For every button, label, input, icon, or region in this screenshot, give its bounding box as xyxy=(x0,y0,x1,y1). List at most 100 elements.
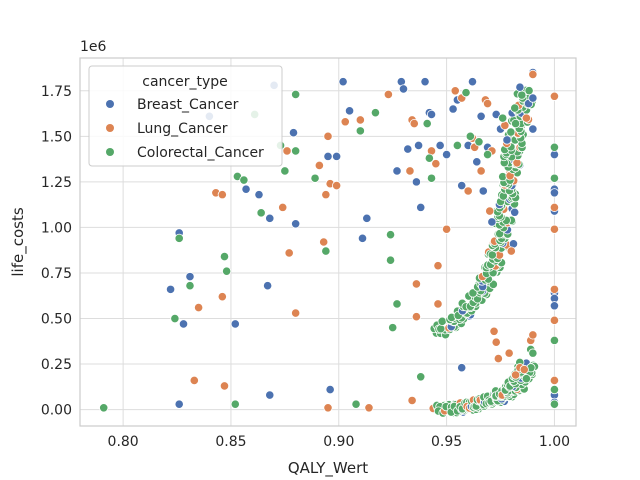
scatter-point xyxy=(174,233,184,243)
scatter-point xyxy=(217,190,227,200)
scatter-point xyxy=(426,173,437,183)
scatter-point xyxy=(442,149,452,160)
scatter-point xyxy=(332,180,342,191)
scatter-point xyxy=(478,186,488,196)
scatter-point xyxy=(549,384,560,395)
scatter-point xyxy=(383,89,393,100)
scatter-point xyxy=(519,364,529,375)
scatter-point xyxy=(344,106,355,116)
scatter-point xyxy=(511,118,521,129)
x-tick-label: 0.95 xyxy=(431,434,462,450)
plot-frame xyxy=(79,57,577,427)
cluster-point xyxy=(510,103,520,113)
scatter-point xyxy=(411,177,422,187)
scatter-point xyxy=(504,348,514,358)
scatter-point xyxy=(362,213,372,223)
scatter-point xyxy=(549,173,560,183)
x-tick-label: 0.85 xyxy=(215,434,246,450)
scatter-point xyxy=(502,135,512,145)
scatter-point xyxy=(549,188,560,198)
legend-marker-lung-cancer xyxy=(106,124,114,132)
scatter-point xyxy=(450,86,460,96)
cluster-point xyxy=(510,207,520,217)
y-tick-label: 0.00 xyxy=(41,403,72,419)
x-tick-label: 0.80 xyxy=(108,434,139,450)
scatter-point xyxy=(528,124,538,134)
scatter-point xyxy=(493,353,503,364)
scatter-point xyxy=(241,184,251,194)
scatter-point xyxy=(99,403,109,413)
x-tick-label: 0.90 xyxy=(323,434,354,450)
scatter-point xyxy=(265,390,275,400)
scatter-point xyxy=(515,82,525,92)
scatter-point xyxy=(472,157,482,167)
y-tick-label: 0.75 xyxy=(41,266,72,282)
scatter-point xyxy=(194,302,204,313)
scatter-point xyxy=(521,374,532,384)
y-tick-label: 1.00 xyxy=(41,220,72,236)
scatter-point xyxy=(405,166,415,176)
scatter-point xyxy=(422,118,432,129)
scatter-point xyxy=(217,292,227,302)
y-tick-label: 1.50 xyxy=(41,129,72,145)
scatter-point xyxy=(549,142,560,152)
scatter-point xyxy=(549,399,560,409)
scatter-point xyxy=(392,299,402,309)
scatter-point xyxy=(457,363,467,373)
scatter-point xyxy=(431,159,441,169)
scatter-point xyxy=(323,131,333,141)
scatter-point xyxy=(528,93,538,103)
scatter-point xyxy=(474,137,484,147)
scatter-point xyxy=(511,370,521,380)
scatter-point xyxy=(467,77,478,87)
scatter-point xyxy=(314,160,324,171)
scatter-point xyxy=(355,115,365,125)
scatter-point xyxy=(185,281,195,291)
y-tick-labels: 0.00 0.25 0.50 0.75 1.00 1.25 1.50 1.75 xyxy=(41,84,72,419)
scatter-point xyxy=(280,166,290,176)
scatter-point xyxy=(489,326,499,336)
scatter-point xyxy=(528,330,538,340)
scatter-point xyxy=(463,186,473,196)
scatter-point xyxy=(370,108,381,118)
scatter-point xyxy=(407,395,417,406)
scatter-point xyxy=(265,213,275,223)
scatter-point xyxy=(388,323,398,333)
scatter-point xyxy=(355,126,365,136)
scatter-point xyxy=(325,384,335,395)
scatter-point xyxy=(465,131,475,141)
scatter-point xyxy=(263,281,273,291)
scatter-point xyxy=(424,153,434,163)
scatter-point xyxy=(433,261,443,271)
scatter-point xyxy=(291,146,301,156)
scatter-point xyxy=(332,151,342,161)
x-axis-label: QALY_Wert xyxy=(288,459,368,478)
scatter-point xyxy=(178,319,189,329)
y-tick-label: 0.25 xyxy=(41,357,72,373)
scatter-point xyxy=(219,251,230,262)
scatter-point xyxy=(426,109,437,120)
scatter-point xyxy=(403,144,413,154)
y-offset-label: 1e6 xyxy=(80,39,107,55)
scatter-point xyxy=(413,140,424,151)
scatter-point xyxy=(521,113,532,123)
scatter-point xyxy=(321,190,331,200)
scatter-point xyxy=(549,91,560,101)
scatter-point xyxy=(222,266,232,276)
scatter-point xyxy=(323,151,333,161)
scatter-point xyxy=(482,149,493,160)
y-tick-label: 1.25 xyxy=(41,175,72,191)
scatter-point xyxy=(230,399,240,409)
scatter-point xyxy=(457,180,467,191)
scatter-point xyxy=(288,128,299,138)
scatter-point xyxy=(485,206,495,216)
y-tick-label: 1.75 xyxy=(41,84,72,100)
cluster-point xyxy=(517,90,527,100)
scatter-point xyxy=(549,301,560,311)
scatter-point xyxy=(528,348,538,358)
scatter-point xyxy=(549,375,560,386)
scatter-point xyxy=(357,233,368,243)
scatter-point xyxy=(409,118,419,129)
scatter-point xyxy=(528,69,538,79)
